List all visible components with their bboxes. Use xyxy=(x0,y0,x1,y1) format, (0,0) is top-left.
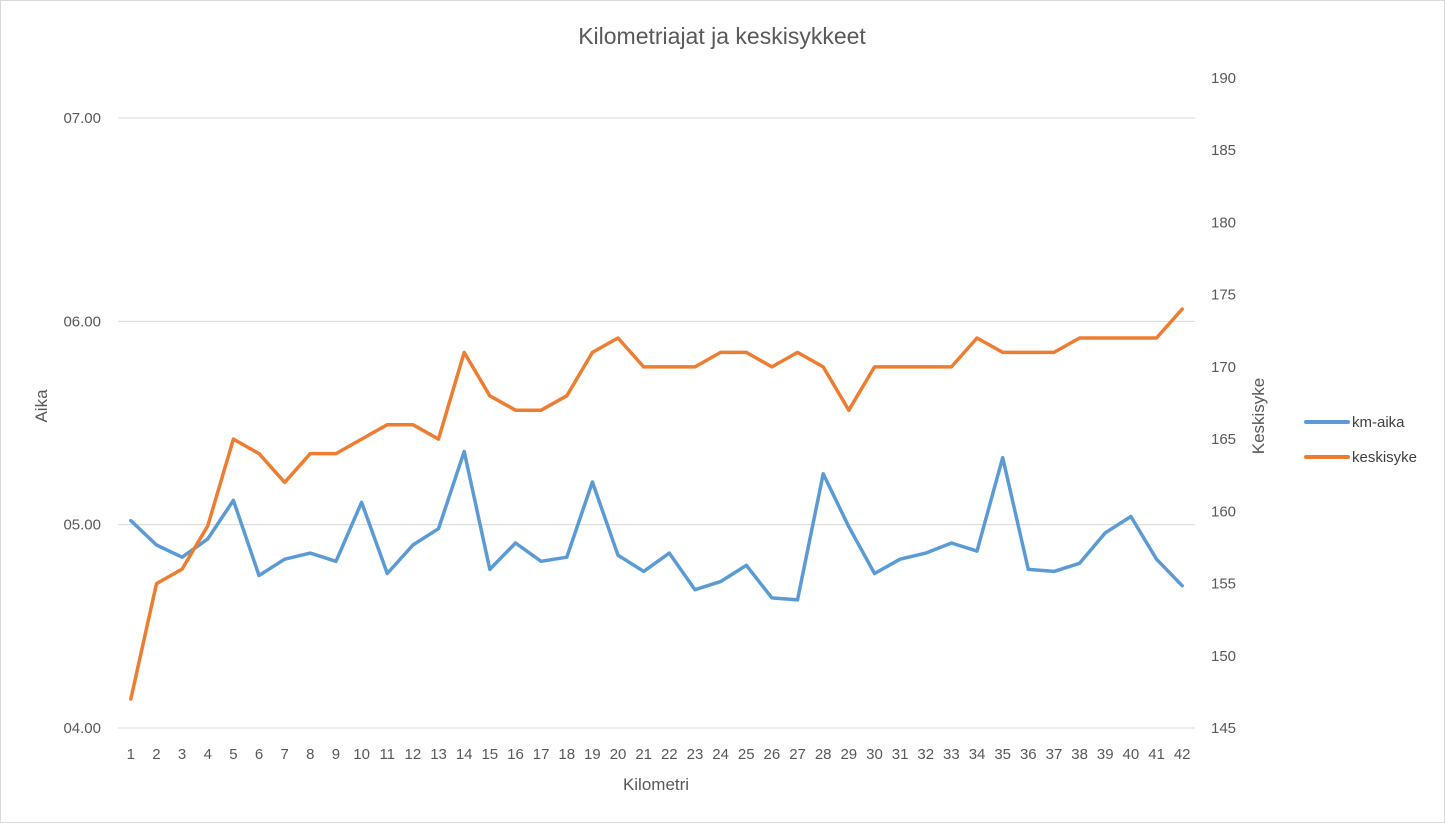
x-tick-label: 10 xyxy=(353,746,370,763)
right-tick-label: 165 xyxy=(1211,431,1236,448)
legend-label-km-aika: km-aika xyxy=(1352,414,1405,431)
x-tick-label: 5 xyxy=(229,746,237,763)
x-tick-label: 14 xyxy=(456,746,473,763)
x-tick-label: 42 xyxy=(1174,746,1191,763)
right-tick-label: 160 xyxy=(1211,503,1236,520)
x-tick-label: 32 xyxy=(917,746,934,763)
x-tick-label: 4 xyxy=(204,746,212,763)
x-tick-label: 22 xyxy=(661,746,678,763)
right-tick-label: 190 xyxy=(1211,70,1236,87)
x-tick-label: 23 xyxy=(687,746,704,763)
x-tick-label: 24 xyxy=(712,746,729,763)
right-tick-label: 180 xyxy=(1211,214,1236,231)
x-axis-tick-labels: 1 2 3 4 5 6 7 8 9 10 11 12 13 14 15 16 17 18 19 20 21 22 23 24 2… xyxy=(127,746,1191,763)
x-tick-label: 25 xyxy=(738,746,755,763)
x-tick-label: 29 xyxy=(840,746,857,763)
legend: km-aika keskisyke xyxy=(1304,414,1417,466)
x-tick-label: 6 xyxy=(255,746,263,763)
right-axis-tick-labels: 145 150 155 160 165 170 175 180 185 190 xyxy=(1211,70,1236,737)
x-tick-label: 18 xyxy=(558,746,575,763)
x-tick-label: 37 xyxy=(1046,746,1063,763)
series-line-keskisyke xyxy=(129,307,1184,701)
x-tick-label: 1 xyxy=(127,746,135,763)
legend-label-keskisyke: keskisyke xyxy=(1352,449,1417,466)
x-tick-label: 40 xyxy=(1123,746,1140,763)
right-tick-label: 145 xyxy=(1211,720,1236,737)
x-tick-label: 34 xyxy=(969,746,986,763)
left-tick-label: 07.00 xyxy=(63,110,101,127)
x-axis-title: Kilometri xyxy=(623,775,689,794)
x-tick-label: 27 xyxy=(789,746,806,763)
x-tick-label: 12 xyxy=(405,746,422,763)
left-tick-label: 05.00 xyxy=(63,517,101,534)
left-axis-title: Aika xyxy=(32,389,51,423)
chart-title: Kilometriajat ja keskisykkeet xyxy=(578,23,866,49)
x-tick-label: 8 xyxy=(306,746,314,763)
left-tick-label: 04.00 xyxy=(63,720,101,737)
x-tick-label: 16 xyxy=(507,746,524,763)
x-tick-label: 28 xyxy=(815,746,832,763)
x-tick-label: 13 xyxy=(430,746,447,763)
x-tick-label: 19 xyxy=(584,746,601,763)
x-tick-label: 2 xyxy=(152,746,160,763)
x-tick-label: 30 xyxy=(866,746,883,763)
x-tick-label: 21 xyxy=(635,746,652,763)
gridlines xyxy=(118,117,1195,729)
right-tick-label: 155 xyxy=(1211,576,1236,593)
x-tick-label: 39 xyxy=(1097,746,1114,763)
x-tick-label: 7 xyxy=(281,746,289,763)
left-tick-label: 06.00 xyxy=(63,313,101,330)
right-tick-label: 185 xyxy=(1211,142,1236,159)
series-lines xyxy=(129,307,1184,701)
x-tick-label: 26 xyxy=(764,746,781,763)
left-axis-tick-labels: 04.00 05.00 06.00 07.00 xyxy=(63,110,101,737)
x-tick-label: 9 xyxy=(332,746,340,763)
x-tick-label: 38 xyxy=(1071,746,1088,763)
x-tick-label: 33 xyxy=(943,746,960,763)
right-tick-label: 175 xyxy=(1211,287,1236,304)
x-tick-label: 17 xyxy=(533,746,550,763)
x-tick-label: 41 xyxy=(1148,746,1165,763)
series-line-km-aika xyxy=(129,449,1184,602)
x-tick-label: 36 xyxy=(1020,746,1037,763)
x-tick-label: 20 xyxy=(610,746,627,763)
right-tick-label: 150 xyxy=(1211,648,1236,665)
right-tick-label: 170 xyxy=(1211,359,1236,376)
x-tick-label: 35 xyxy=(994,746,1011,763)
right-axis-title: Keskisyke xyxy=(1249,378,1268,455)
x-tick-label: 11 xyxy=(379,746,395,763)
x-tick-label: 15 xyxy=(481,746,498,763)
x-tick-label: 31 xyxy=(892,746,909,763)
x-tick-label: 3 xyxy=(178,746,186,763)
